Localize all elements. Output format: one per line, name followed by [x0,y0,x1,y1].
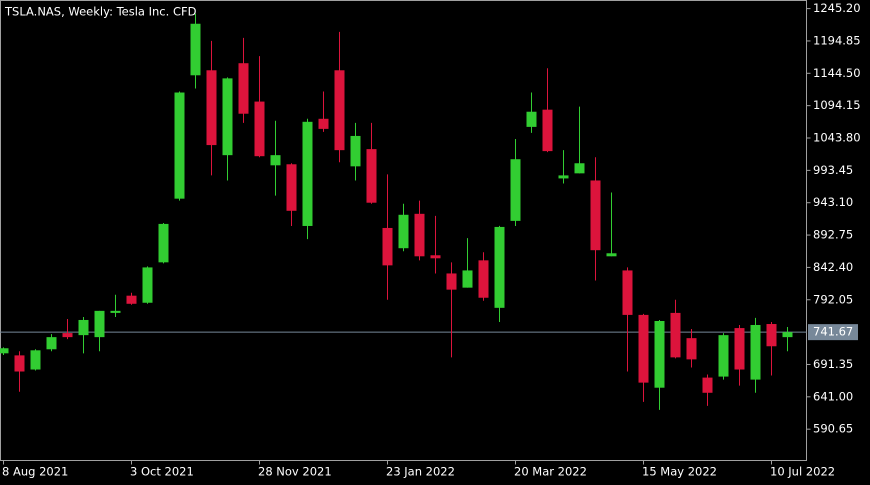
y-tick-label: 943.10 [813,195,853,209]
plot-frame [0,0,807,461]
current-price-label: 741.67 [813,325,853,339]
x-tick-label: 15 May 2022 [642,465,717,479]
candle-body [14,355,25,372]
candle-body [654,321,665,388]
candle-body [782,332,793,338]
candle-body [222,78,233,156]
y-tick-label: 842.40 [813,260,853,274]
candle-body [478,260,489,298]
y-tick-label: 892.75 [813,228,853,242]
candle-body [526,111,537,127]
candle-body [286,164,297,211]
candle-body [270,155,281,166]
candle-body [174,92,185,199]
y-tick-label: 691.35 [813,357,853,371]
candle-body [766,324,777,347]
candle-body [206,70,217,146]
y-tick-label: 1144.50 [813,66,861,80]
y-tick-label: 993.45 [813,163,853,177]
candle-body [110,310,121,313]
candle-body [318,118,329,129]
y-tick-label: 1245.20 [813,1,861,15]
candle-body [574,163,585,174]
y-tick-label: 792.05 [813,292,853,306]
candle-body [750,324,761,380]
candle-body [366,149,377,203]
candle-body [462,270,473,288]
x-tick-label: 23 Jan 2022 [386,465,455,479]
candle-body [0,348,9,354]
x-tick-label: 10 Jul 2022 [770,465,835,479]
candle-body [94,310,105,338]
candle-body [606,253,617,257]
x-tick-label: 20 Mar 2022 [514,465,587,479]
candle-body [414,213,425,257]
candle-body [238,63,249,114]
candle-body [142,267,153,303]
candle-body [542,109,553,152]
candle-body [734,328,745,370]
candle-body [382,227,393,266]
y-tick-label: 641.00 [813,389,853,403]
candle-body [510,159,521,221]
candle-body [686,338,697,360]
candle-body [190,23,201,76]
candle-body [718,335,729,377]
x-tick-label: 8 Aug 2021 [2,465,68,479]
y-tick-label: 1094.15 [813,98,861,112]
candle-body [398,214,409,249]
candle-body [46,337,57,350]
candle-body [30,350,41,370]
candle-body [62,333,73,338]
candle-body [558,175,569,179]
candle-body [302,121,313,226]
y-tick-label: 1194.85 [813,33,861,47]
current-price-box [808,324,858,341]
y-tick-label: 1043.80 [813,131,861,145]
candle-body [622,270,633,315]
candle-body [638,314,649,383]
candle-body [254,101,265,157]
y-tick-label: 590.65 [813,422,853,436]
candle-body [446,273,457,290]
candle-body [590,180,601,251]
chart-title: TSLA.NAS, Weekly: Tesla Inc. CFD [4,5,197,19]
candle-body [126,295,137,304]
candle-body [334,70,345,151]
x-tick-label: 3 Oct 2021 [130,465,194,479]
candle-body [158,223,169,263]
candle-body [702,377,713,393]
candle-body [494,226,505,308]
x-tick-label: 28 Nov 2021 [258,465,332,479]
candle-body [430,255,441,259]
candle-body [78,319,89,336]
candle-body [350,135,361,167]
candle-body [670,312,681,358]
